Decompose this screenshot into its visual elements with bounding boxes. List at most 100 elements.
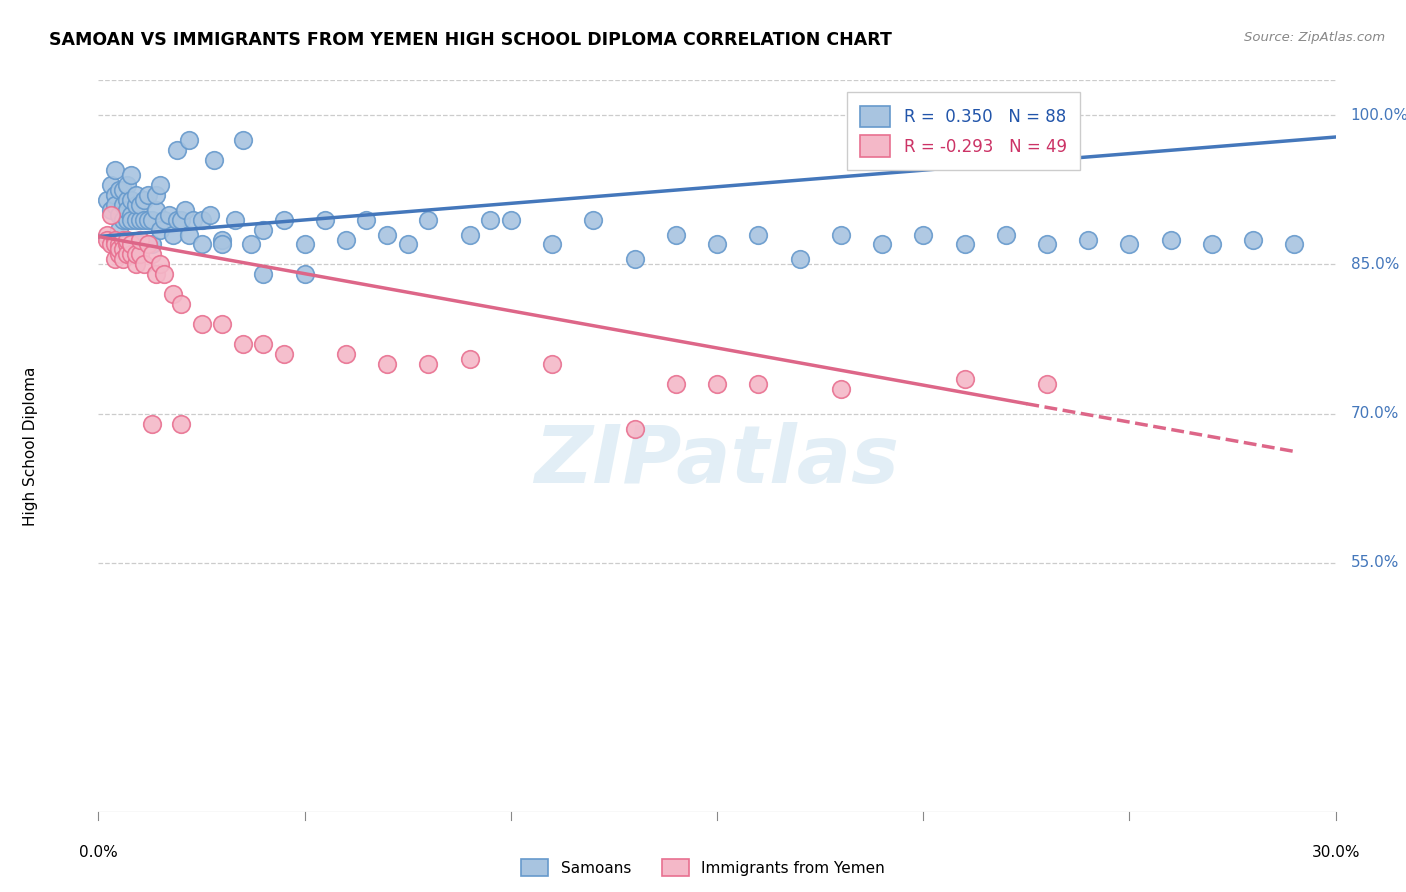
Point: [128, 233, 150, 247]
Point: [117, 233, 139, 247]
Point: [141, 212, 163, 227]
Point: [149, 257, 172, 271]
Point: [153, 212, 176, 227]
Point: [108, 247, 131, 261]
Point: [120, 168, 142, 182]
Point: [375, 227, 398, 242]
Point: [96, 193, 118, 207]
Point: [375, 357, 398, 371]
Point: [124, 212, 146, 227]
Point: [953, 237, 976, 252]
Point: [314, 212, 336, 227]
Point: [162, 227, 184, 242]
Point: [124, 257, 146, 271]
Point: [541, 237, 564, 252]
Point: [211, 237, 233, 252]
Point: [117, 247, 139, 261]
Point: [232, 337, 254, 351]
Point: [120, 237, 142, 252]
Point: [96, 227, 118, 242]
Point: [117, 193, 139, 207]
Point: [870, 237, 893, 252]
Point: [145, 187, 167, 202]
Point: [1077, 233, 1099, 247]
Point: [141, 247, 163, 261]
Point: [124, 247, 146, 261]
Point: [211, 233, 233, 247]
Point: [252, 222, 274, 236]
Point: [108, 243, 131, 257]
Point: [1160, 233, 1182, 247]
Point: [100, 237, 122, 252]
Point: [141, 237, 163, 252]
Point: [128, 247, 150, 261]
Point: [356, 212, 378, 227]
Point: [665, 376, 688, 391]
Point: [124, 187, 146, 202]
Point: [499, 212, 522, 227]
Point: [112, 197, 135, 211]
Text: SAMOAN VS IMMIGRANTS FROM YEMEN HIGH SCHOOL DIPLOMA CORRELATION CHART: SAMOAN VS IMMIGRANTS FROM YEMEN HIGH SCH…: [49, 31, 891, 49]
Point: [198, 208, 221, 222]
Point: [104, 197, 127, 211]
Point: [170, 417, 193, 431]
Point: [120, 212, 142, 227]
Point: [128, 197, 150, 211]
Point: [112, 212, 135, 227]
Point: [117, 178, 139, 192]
Point: [623, 421, 645, 435]
Point: [953, 372, 976, 386]
Point: [181, 212, 204, 227]
Point: [179, 133, 201, 147]
Point: [132, 212, 155, 227]
Point: [128, 237, 150, 252]
Point: [104, 187, 127, 202]
Point: [706, 237, 728, 252]
Point: [162, 287, 184, 301]
Point: [252, 337, 274, 351]
Point: [117, 237, 139, 252]
Point: [145, 202, 167, 217]
Legend: R =  0.350   N = 88, R = -0.293   N = 49: R = 0.350 N = 88, R = -0.293 N = 49: [846, 92, 1080, 170]
Point: [335, 347, 357, 361]
Point: [418, 212, 440, 227]
Point: [153, 268, 176, 282]
Point: [830, 227, 852, 242]
Point: [112, 252, 135, 267]
Point: [157, 208, 180, 222]
Point: [211, 317, 233, 331]
Point: [1036, 376, 1059, 391]
Text: Source: ZipAtlas.com: Source: ZipAtlas.com: [1244, 31, 1385, 45]
Point: [112, 233, 135, 247]
Point: [104, 252, 127, 267]
Point: [479, 212, 502, 227]
Point: [789, 252, 811, 267]
Point: [458, 351, 481, 366]
Point: [294, 268, 316, 282]
Point: [1036, 237, 1059, 252]
Point: [108, 183, 131, 197]
Point: [104, 162, 127, 177]
Point: [104, 237, 127, 252]
Point: [128, 212, 150, 227]
Point: [232, 133, 254, 147]
Point: [202, 153, 225, 167]
Point: [830, 382, 852, 396]
Text: 70.0%: 70.0%: [1351, 406, 1399, 421]
Point: [1118, 237, 1140, 252]
Point: [294, 237, 316, 252]
Point: [132, 257, 155, 271]
Text: ZIPatlas: ZIPatlas: [534, 422, 900, 500]
Point: [120, 208, 142, 222]
Point: [1201, 237, 1223, 252]
Point: [124, 197, 146, 211]
Point: [141, 417, 163, 431]
Text: 30.0%: 30.0%: [1312, 845, 1360, 860]
Point: [149, 178, 172, 192]
Point: [335, 233, 357, 247]
Point: [273, 347, 295, 361]
Point: [104, 233, 127, 247]
Point: [117, 212, 139, 227]
Point: [252, 268, 274, 282]
Point: [170, 297, 193, 311]
